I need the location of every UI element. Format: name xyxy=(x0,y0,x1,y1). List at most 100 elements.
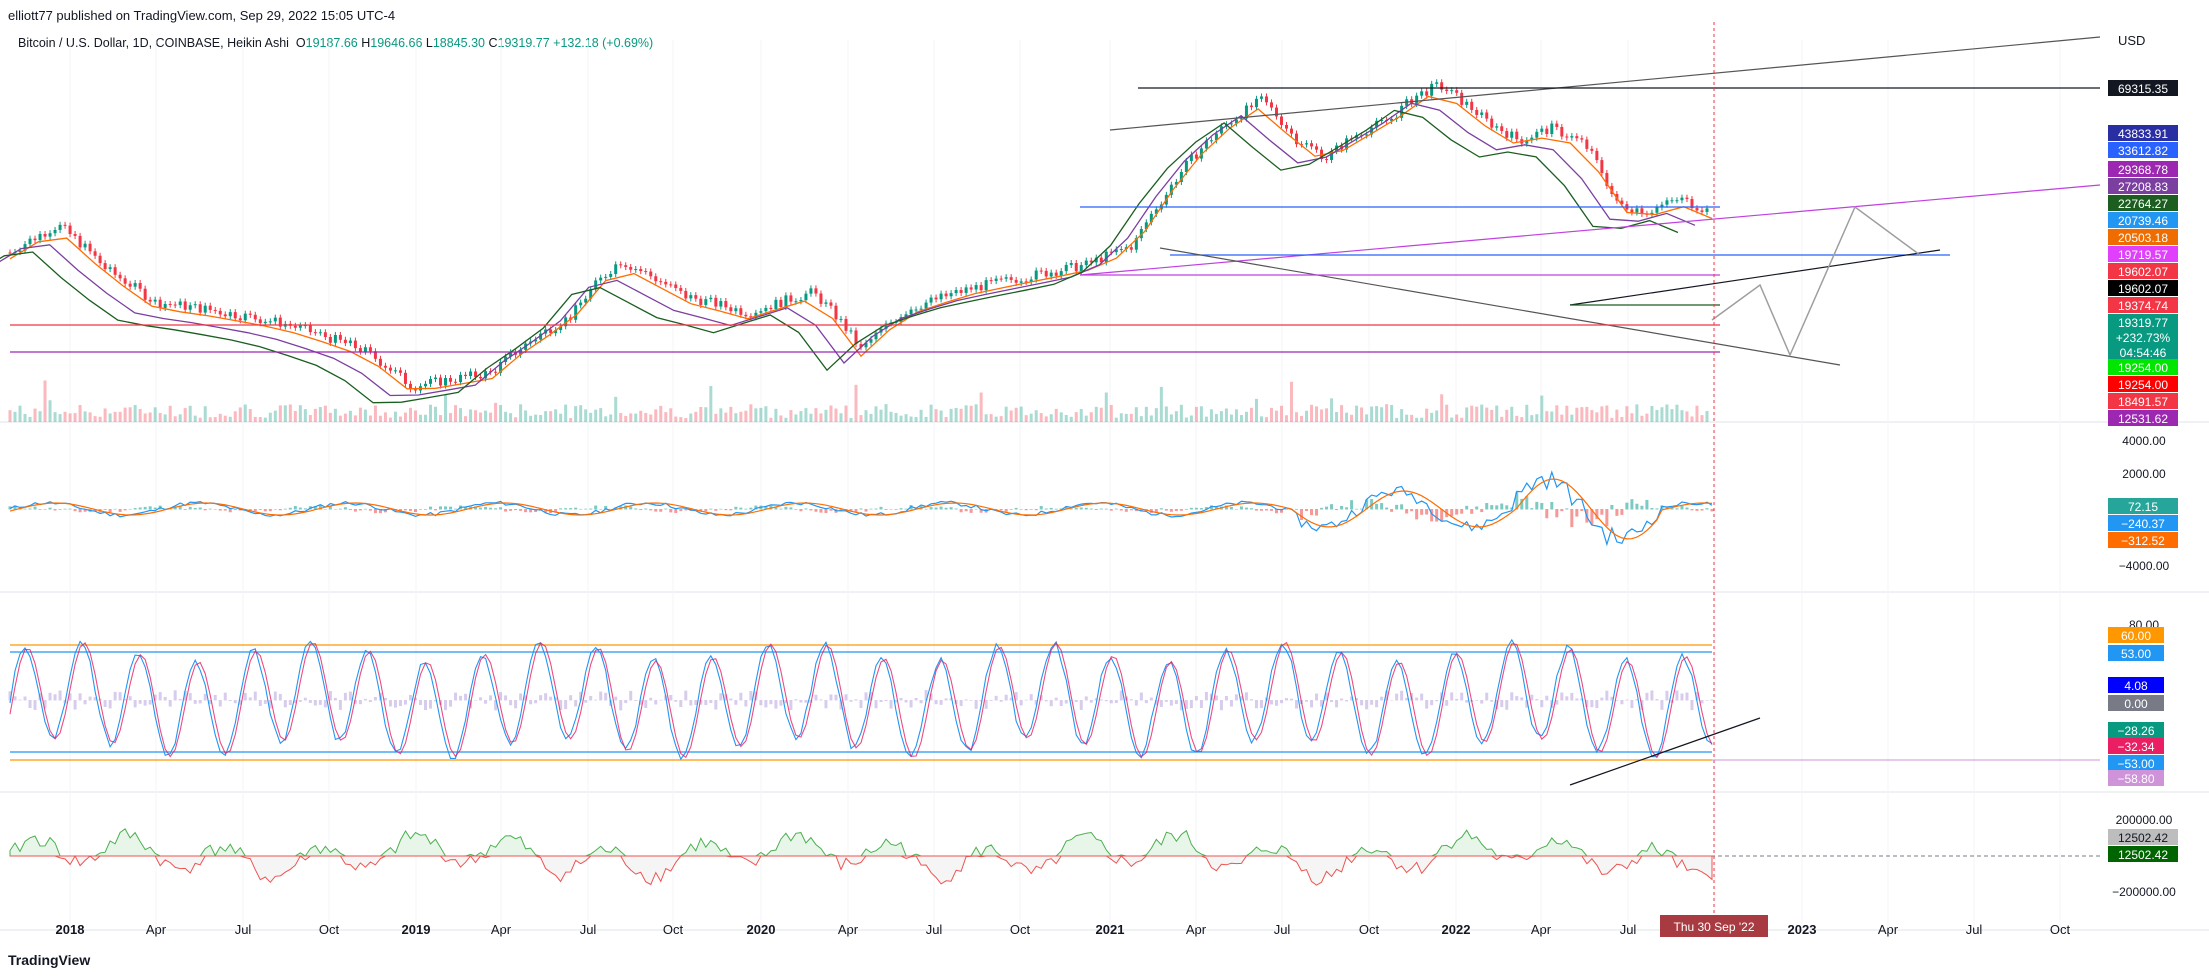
candle-body xyxy=(674,284,678,289)
volume-bar xyxy=(1565,405,1569,422)
x-tick-label: Oct xyxy=(319,922,340,937)
volume-bar xyxy=(1219,411,1223,422)
volume-bar xyxy=(1490,409,1494,422)
stoch-value-box xyxy=(2108,695,2164,711)
candle-body xyxy=(444,378,448,386)
macd-histogram-bar xyxy=(1094,509,1098,510)
volume-bar xyxy=(919,409,923,422)
macd-histogram-bar xyxy=(1089,508,1093,510)
volume-bar xyxy=(1410,414,1414,422)
stoch-histogram-bar xyxy=(1039,695,1043,701)
volume-bar xyxy=(1249,407,1253,422)
macd-histogram-bar xyxy=(1059,508,1063,510)
stoch-histogram-bar xyxy=(1109,700,1113,704)
projection-path xyxy=(1711,205,1921,357)
candle-body xyxy=(564,317,568,327)
stoch-histogram-bar xyxy=(789,700,793,711)
volume-bar xyxy=(128,407,132,422)
macd-histogram-bar xyxy=(544,509,548,513)
candle-body xyxy=(198,304,202,313)
stoch-histogram-bar xyxy=(223,692,227,701)
stoch-histogram-bar xyxy=(293,700,297,704)
macd-histogram-bar xyxy=(1675,508,1679,510)
candle-body xyxy=(73,233,77,236)
volume-bar xyxy=(534,414,538,422)
candle-body xyxy=(1154,209,1158,214)
price-axis-label: 04:54:46 xyxy=(2120,346,2167,360)
volume-bar xyxy=(639,410,643,422)
stoch-histogram-bar xyxy=(614,696,618,701)
macd-histogram-bar xyxy=(714,509,718,511)
macd-histogram-bar xyxy=(814,509,818,512)
volume-bar xyxy=(609,414,613,422)
macd-histogram-bar xyxy=(604,505,608,510)
candle-body xyxy=(1134,238,1138,250)
price-axis-label: 19602.07 xyxy=(2118,265,2168,279)
stoch-histogram-bar xyxy=(1615,700,1619,701)
symbol-legend: Bitcoin / U.S. Dollar, 1D, COINBASE, Hei… xyxy=(18,36,653,50)
volume-bar xyxy=(1149,415,1153,422)
volume-bar xyxy=(934,409,938,422)
volume-bar xyxy=(1114,417,1118,422)
osc-value-label: 12502.42 xyxy=(2118,831,2168,845)
candle-body xyxy=(1595,150,1599,161)
candle-body xyxy=(434,377,437,380)
stoch-histogram-bar xyxy=(1680,693,1684,701)
candle-body xyxy=(363,347,367,352)
candle-body xyxy=(664,281,668,285)
stoch-histogram-bar xyxy=(1620,700,1624,705)
stoch-histogram-bar xyxy=(1480,700,1484,704)
volume-bar xyxy=(809,413,813,422)
macd-histogram-bar xyxy=(323,509,327,510)
stoch-histogram-bar xyxy=(283,700,287,708)
volume-bar xyxy=(198,417,202,422)
stoch-histogram-bar xyxy=(499,692,503,701)
macd-histogram-bar xyxy=(1395,504,1399,510)
volume-bar xyxy=(33,408,37,422)
volume-bar xyxy=(303,409,307,422)
stoch-histogram-bar xyxy=(1104,700,1108,702)
stoch-histogram-bar xyxy=(333,697,337,701)
macd-histogram-bar xyxy=(1680,505,1684,510)
macd-histogram-bar xyxy=(1335,509,1339,511)
volume-bar xyxy=(58,414,62,422)
candle-body xyxy=(1209,140,1213,142)
x-tick-label: Apr xyxy=(146,922,167,937)
stoch-histogram-bar xyxy=(1380,696,1384,701)
volume-bar xyxy=(889,411,893,422)
volume-bar xyxy=(944,417,948,422)
volume-bar xyxy=(494,402,498,422)
volume-bar xyxy=(1705,411,1709,422)
volume-bar xyxy=(474,410,478,422)
stoch-histogram-bar xyxy=(859,700,863,709)
candle-body xyxy=(1590,148,1594,151)
volume-bar xyxy=(378,415,382,422)
stoch-histogram-bar xyxy=(659,699,663,701)
stoch-histogram-bar xyxy=(1360,700,1364,706)
volume-bar xyxy=(1595,412,1599,422)
volume-bar xyxy=(1315,406,1319,422)
macd-histogram-bar xyxy=(53,509,57,511)
macd-histogram-bar xyxy=(1610,504,1614,510)
candle-body xyxy=(1229,123,1233,125)
stoch-histogram-bar xyxy=(1485,692,1489,701)
stoch-histogram-bar xyxy=(1064,700,1068,704)
candle-body xyxy=(1199,148,1203,159)
candle-body xyxy=(1575,136,1579,139)
macd-histogram-bar xyxy=(434,509,437,511)
stoch-value-label: 4.08 xyxy=(2124,679,2148,693)
volume-bar xyxy=(604,416,608,422)
macd-histogram-bar xyxy=(1084,507,1088,510)
volume-bar xyxy=(363,409,367,422)
macd-histogram-bar xyxy=(1420,509,1424,515)
volume-bar xyxy=(1480,404,1484,422)
stoch-histogram-bar xyxy=(1400,690,1404,701)
volume-bar xyxy=(23,414,27,422)
macd-histogram-bar xyxy=(378,509,382,514)
volume-bar xyxy=(28,416,32,422)
stoch-histogram-bar xyxy=(1019,700,1023,706)
volume-bar xyxy=(554,409,558,422)
candle-body xyxy=(333,334,337,343)
volume-bar xyxy=(614,396,618,422)
